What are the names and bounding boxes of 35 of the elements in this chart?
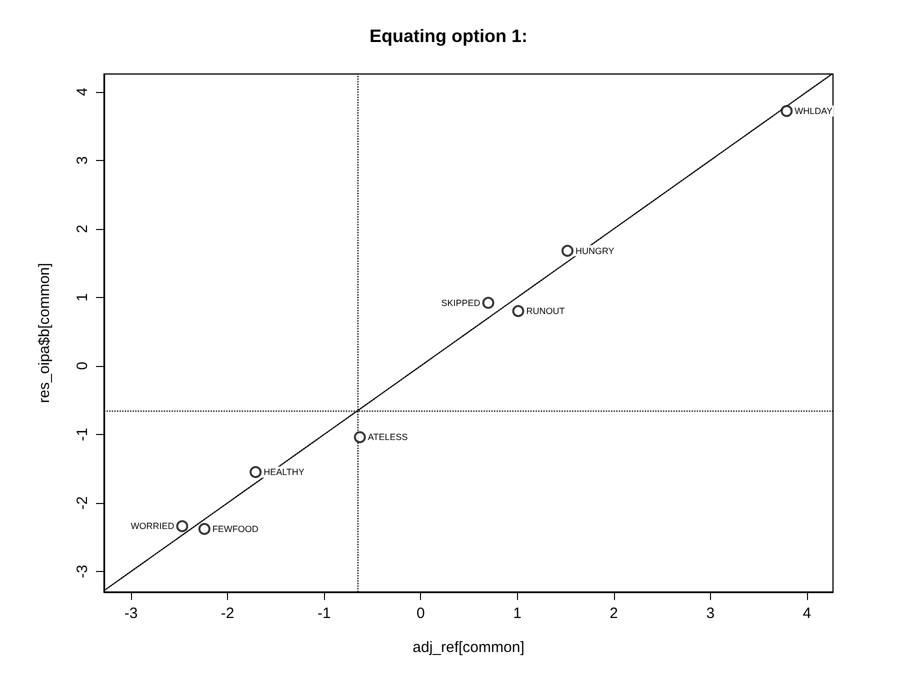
y-tick-label: -3 <box>74 564 91 578</box>
x-tick-label: -3 <box>124 605 138 622</box>
x-tick-label: 2 <box>610 605 618 622</box>
y-tick-label: 3 <box>74 156 91 165</box>
point <box>482 296 494 309</box>
annotation: RUNOUT <box>526 306 566 316</box>
annotation: HEALTHY <box>264 467 304 478</box>
x-tick-label: 1 <box>513 605 522 622</box>
annotation: ATELESS <box>368 432 408 442</box>
annotation: WORRIED <box>130 521 175 532</box>
point <box>354 431 366 444</box>
point <box>250 466 262 478</box>
y-tick-label: 2 <box>74 224 91 234</box>
x-tick-label: -2 <box>220 605 234 622</box>
annotation: FEWFOOD <box>212 524 259 534</box>
point <box>561 244 574 257</box>
point <box>780 105 793 117</box>
annotation: WHLDAY <box>794 106 832 116</box>
y-tick-label: 4 <box>74 88 91 96</box>
x-axis-title: adj_ref[common] <box>412 639 524 656</box>
x-tick-label: 3 <box>706 605 715 622</box>
annotation: SKIPPED <box>441 298 481 308</box>
y-tick-label: -1 <box>74 428 91 442</box>
annotation: HUNGRY <box>575 246 614 256</box>
y-tick-label: 1 <box>74 293 91 302</box>
point <box>198 522 210 535</box>
y-tick-label: 0 <box>74 362 91 370</box>
y-tick-label: -2 <box>74 496 91 510</box>
point <box>176 520 188 532</box>
x-tick-label: 4 <box>802 605 812 622</box>
point <box>512 305 524 318</box>
x-tick-label: 0 <box>416 605 425 622</box>
y-axis-title: res_oipa$b[common] <box>36 262 53 404</box>
chart-title: Equating option 1: <box>370 26 528 46</box>
x-tick-label: -1 <box>317 605 331 622</box>
